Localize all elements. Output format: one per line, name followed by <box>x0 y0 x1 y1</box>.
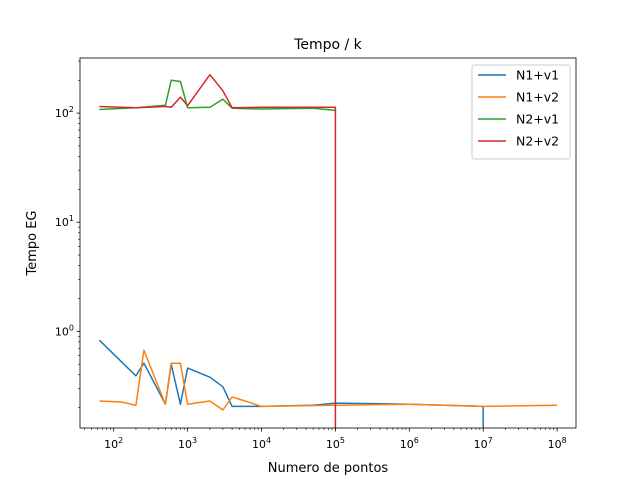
series-line-n1-v2 <box>99 349 558 411</box>
series-line-n1-v1 <box>98 339 484 428</box>
y-tick-label: 101 <box>55 214 74 229</box>
series-line-n2-v2 <box>99 73 337 428</box>
chart-title: Tempo / k <box>293 37 362 53</box>
x-tick-label: 106 <box>400 436 419 451</box>
x-tick-label: 107 <box>474 436 493 451</box>
legend-label: N1+v1 <box>516 68 559 83</box>
legend-label: N2+v1 <box>516 112 559 127</box>
x-tick-label: 102 <box>104 436 123 451</box>
legend-label: N1+v2 <box>516 90 559 105</box>
legend-label: N2+v2 <box>516 134 559 149</box>
y-tick-label: 102 <box>55 105 74 120</box>
legend: N1+v1 N1+v2 N2+v1 N2+v2 <box>471 64 571 160</box>
y-tick-label: 100 <box>55 323 74 338</box>
x-tick-label: 103 <box>178 436 197 451</box>
y-axis-label: Tempo EG <box>25 210 40 276</box>
plot-axes: 102 103 104 105 106 107 108 100 101 102 <box>55 60 567 451</box>
x-tick-label: 108 <box>548 436 567 451</box>
series-line-n2-v1 <box>99 79 336 112</box>
plot-frame <box>79 57 577 429</box>
x-tick-label: 105 <box>326 436 345 451</box>
series-layer <box>98 73 558 428</box>
x-axis-label: Numero de pontos <box>268 461 389 476</box>
x-tick-label: 104 <box>252 436 271 451</box>
legend-frame <box>471 64 571 160</box>
